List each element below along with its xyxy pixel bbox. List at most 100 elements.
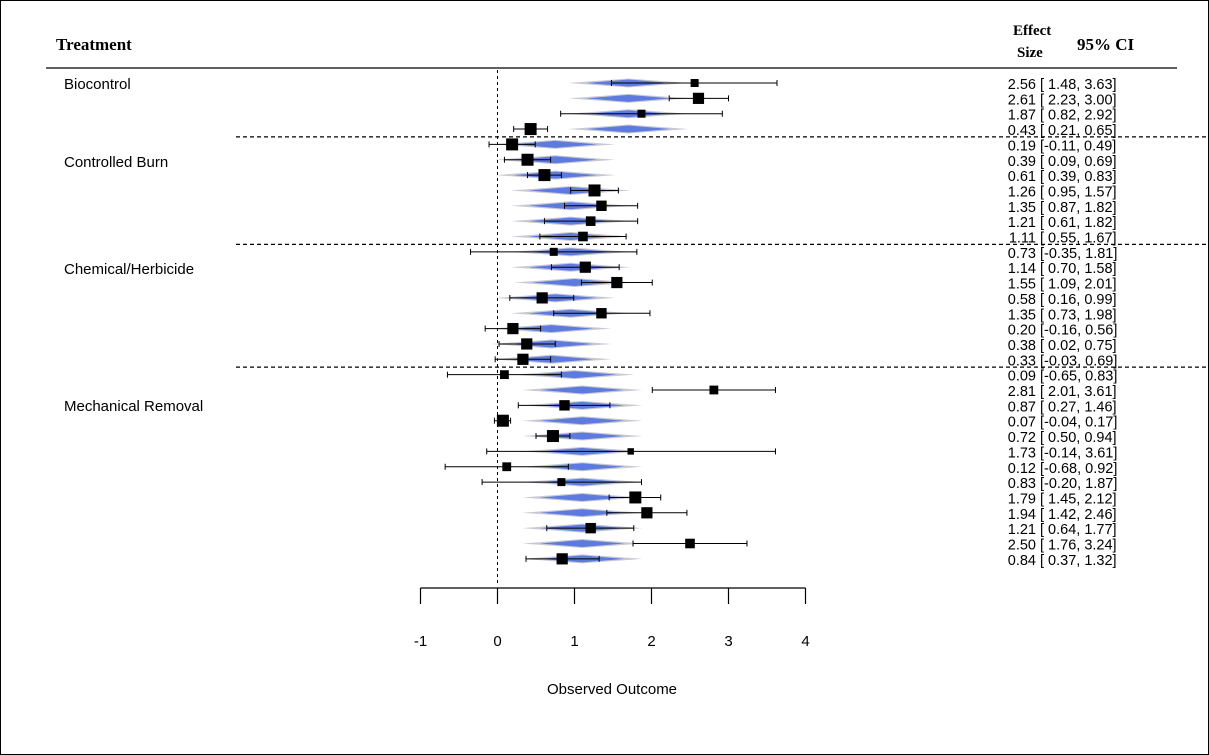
ci-value: [ 0.50, 0.94] <box>1040 430 1117 446</box>
effect-size-value: 0.39 <box>1008 154 1036 170</box>
ci-value: [ 2.23, 3.00] <box>1040 92 1117 108</box>
ci-value: [ 0.87, 1.82] <box>1040 200 1117 216</box>
effect-point <box>641 507 653 519</box>
effect-size-value: 1.35 <box>1008 200 1036 216</box>
ci-value: [-0.20, 1.87] <box>1040 476 1117 492</box>
effect-point <box>538 169 551 182</box>
effect-size-value: 1.55 <box>1008 277 1036 293</box>
ci-value: [ 0.70, 1.58] <box>1040 261 1117 277</box>
plot-layer: 2.56[ 1.48, 3.63]2.61[ 2.23, 3.00]1.87[ … <box>236 70 1206 650</box>
effect-size-value: 1.73 <box>1008 445 1036 461</box>
ci-value: [-0.35, 1.81] <box>1040 246 1117 262</box>
prediction-diamond-inner <box>540 417 625 425</box>
prediction-diamond-inner <box>540 463 625 471</box>
prediction-diamond-inner <box>586 125 671 133</box>
x-tick-label: 3 <box>724 633 732 650</box>
group-label-mechanical-removal: Mechanical Removal <box>64 398 203 415</box>
effect-point <box>596 200 607 211</box>
effect-size-value: 0.73 <box>1008 246 1036 262</box>
ci-value: [ 0.64, 1.77] <box>1040 522 1117 538</box>
ci-value: [-0.65, 0.83] <box>1040 369 1117 385</box>
prediction-diamond-inner <box>540 386 625 394</box>
ci-value: [ 0.95, 1.57] <box>1040 184 1117 200</box>
ci-value: [ 2.01, 3.61] <box>1040 384 1117 400</box>
effect-point <box>685 538 695 549</box>
effect-point <box>585 216 596 226</box>
prediction-diamond-inner <box>540 432 625 440</box>
header-effect-line1: Effect <box>1013 23 1051 39</box>
effect-size-value: 1.21 <box>1008 522 1036 538</box>
effect-point <box>709 385 719 395</box>
ci-value: [ 1.09, 2.01] <box>1040 277 1117 293</box>
effect-size-value: 0.43 <box>1008 123 1036 139</box>
effect-size-value: 1.35 <box>1008 307 1036 323</box>
x-tick-label: 1 <box>570 633 578 650</box>
effect-point <box>559 400 570 411</box>
header-treatment: Treatment <box>56 35 132 54</box>
ci-value: [-0.68, 0.92] <box>1040 461 1117 477</box>
effect-size-value: 1.94 <box>1008 507 1036 523</box>
ci-value: [ 0.82, 2.92] <box>1040 108 1117 124</box>
prediction-diamond-inner <box>509 325 594 333</box>
effect-point <box>502 462 512 472</box>
ci-value: [-0.04, 0.17] <box>1040 415 1117 431</box>
effect-size-value: 0.87 <box>1008 399 1036 415</box>
effect-size-value: 2.56 <box>1008 77 1036 93</box>
ci-value: [ 0.16, 0.99] <box>1040 292 1117 308</box>
effect-size-value: 1.87 <box>1008 108 1036 124</box>
effect-size-value: 1.14 <box>1008 261 1036 277</box>
ci-value: [-0.03, 0.69] <box>1040 353 1117 369</box>
effect-size-value: 2.61 <box>1008 92 1036 108</box>
x-tick-label: 2 <box>647 633 655 650</box>
effect-point <box>517 353 529 365</box>
ci-value: [ 1.76, 3.24] <box>1040 538 1117 554</box>
prediction-diamond-inner <box>532 279 617 287</box>
prediction-diamond-inner <box>513 140 598 148</box>
effect-size-value: 0.61 <box>1008 169 1036 185</box>
ci-value: [ 0.73, 1.98] <box>1040 307 1117 323</box>
group-label-biocontrol: Biocontrol <box>64 76 131 93</box>
effect-point <box>557 478 566 487</box>
ci-value: [ 0.55, 1.67] <box>1040 231 1117 247</box>
prediction-diamond-inner <box>532 371 617 379</box>
effect-point <box>507 323 519 335</box>
header-ci: 95% CI <box>1077 35 1135 54</box>
effect-size-value: 0.19 <box>1008 138 1036 154</box>
effect-point <box>579 261 591 273</box>
ci-value: [ 0.37, 1.32] <box>1040 553 1117 569</box>
effect-point <box>585 522 596 534</box>
effect-size-value: 0.07 <box>1008 415 1036 431</box>
ci-value: [ 1.42, 2.46] <box>1040 507 1117 523</box>
x-axis-title: Observed Outcome <box>547 681 677 698</box>
ci-value: [ 0.02, 0.75] <box>1040 338 1117 354</box>
prediction-diamond-inner <box>513 156 598 164</box>
effect-point <box>524 123 537 136</box>
ci-value: [ 0.27, 1.46] <box>1040 399 1117 415</box>
effect-point <box>496 414 509 427</box>
effect-point <box>692 92 705 104</box>
effect-point <box>629 491 642 504</box>
effect-point <box>549 247 558 256</box>
prediction-diamond-inner <box>540 509 625 517</box>
effect-size-value: 0.58 <box>1008 292 1036 308</box>
x-tick-label: 0 <box>493 633 501 650</box>
ci-value: [ 0.09, 0.69] <box>1040 154 1117 170</box>
prediction-diamond-inner <box>540 493 625 501</box>
effect-size-value: 0.20 <box>1008 323 1036 339</box>
ci-value: [-0.11, 0.49] <box>1040 138 1116 154</box>
effect-size-value: 2.81 <box>1008 384 1036 400</box>
effect-point <box>506 138 519 151</box>
effect-point <box>556 553 568 565</box>
effect-point <box>588 184 601 197</box>
x-tick-label: -1 <box>414 633 427 650</box>
effect-size-value: 0.09 <box>1008 369 1036 385</box>
group-label-controlled-burn: Controlled Burn <box>64 154 168 171</box>
effect-point <box>546 430 559 443</box>
effect-size-value: 2.50 <box>1008 538 1036 554</box>
effect-point <box>611 276 623 289</box>
effect-point <box>627 448 634 455</box>
prediction-diamond-inner <box>509 355 594 363</box>
effect-size-value: 0.84 <box>1008 553 1036 569</box>
ci-value: [-0.14, 3.61] <box>1040 445 1117 461</box>
ci-value: [-0.16, 0.56] <box>1040 323 1117 339</box>
